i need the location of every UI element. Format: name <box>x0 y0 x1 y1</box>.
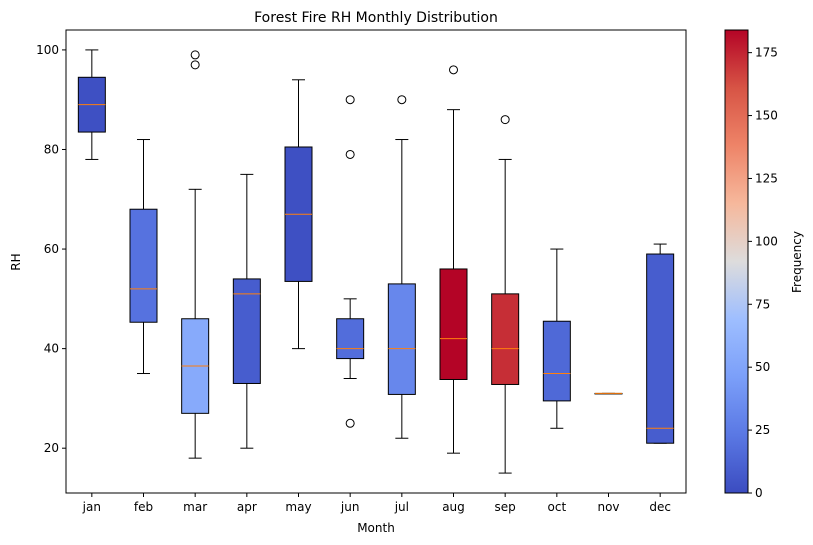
iqr-box <box>542 320 571 402</box>
box-jan <box>77 49 106 160</box>
outlier-point <box>345 418 355 428</box>
box-feb <box>129 139 158 375</box>
iqr-box <box>232 278 261 384</box>
outlier-point <box>345 95 355 105</box>
outlier-point <box>397 95 407 105</box>
y-tick-label: 20 <box>44 441 59 455</box>
x-tick-label: aug <box>442 500 465 514</box>
outlier-point <box>500 115 510 125</box>
x-tick-label: feb <box>134 500 153 514</box>
colorbar-tick-label: 175 <box>755 46 778 60</box>
box-nov <box>594 392 623 395</box>
iqr-box <box>646 253 675 444</box>
box-aug <box>439 65 468 454</box>
y-tick-label: 40 <box>44 342 59 356</box>
colorbar-tick-label: 125 <box>755 171 778 185</box>
x-tick-label: oct <box>548 500 567 514</box>
y-axis-label: RH <box>9 253 23 270</box>
colorbar-axis: 0 25 50 75 100 125 150 175 <box>748 46 778 500</box>
x-tick-label: nov <box>597 500 619 514</box>
plot-frame <box>65 29 687 494</box>
x-tick-label: jan <box>82 500 101 514</box>
colorbar-label: Frequency <box>790 231 804 293</box>
y-axis: 20 40 60 80 100 <box>36 43 66 455</box>
y-tick-label: 80 <box>44 142 59 156</box>
colorbar-tick-label: 150 <box>755 109 778 123</box>
outlier-point <box>190 60 200 70</box>
y-tick-label: 60 <box>44 242 59 256</box>
outlier-point <box>449 65 458 75</box>
x-tick-label: dec <box>649 500 671 514</box>
x-tick-label: may <box>285 500 311 514</box>
box-may <box>284 79 313 350</box>
iqr-box <box>439 268 468 380</box>
outlier-point <box>190 50 200 60</box>
box-oct <box>542 248 571 429</box>
colorbar-tick-label: 50 <box>755 360 770 374</box>
x-tick-label: jun <box>340 500 360 514</box>
outlier-point <box>345 149 355 159</box>
colorbar-tick-label: 100 <box>755 234 778 248</box>
colorbar-tick-label: 25 <box>755 423 770 437</box>
box-mar <box>181 50 210 459</box>
iqr-box <box>491 293 520 385</box>
box-dec <box>646 243 675 444</box>
iqr-box <box>387 283 416 395</box>
box-apr <box>232 173 261 449</box>
x-tick-label: jul <box>394 500 409 514</box>
x-axis-label: Month <box>357 521 395 535</box>
x-tick-label: apr <box>237 500 257 514</box>
box-sep <box>491 115 520 474</box>
x-axis: jan feb mar apr may jun jul aug sep oct nov dec <box>82 493 671 514</box>
iqr-box <box>336 318 365 360</box>
chart-title: Forest Fire RH Monthly Distribution <box>254 10 498 26</box>
x-tick-label: sep <box>495 500 516 514</box>
iqr-box <box>129 208 158 323</box>
plot-area <box>77 49 675 474</box>
box-jun <box>336 95 365 428</box>
colorbar-tick-label: 0 <box>755 486 763 500</box>
box-jul <box>387 95 416 439</box>
x-tick-label: mar <box>183 500 207 514</box>
y-tick-label: 100 <box>36 43 59 57</box>
colorbar <box>724 29 749 494</box>
colorbar-tick-label: 75 <box>755 297 770 311</box>
